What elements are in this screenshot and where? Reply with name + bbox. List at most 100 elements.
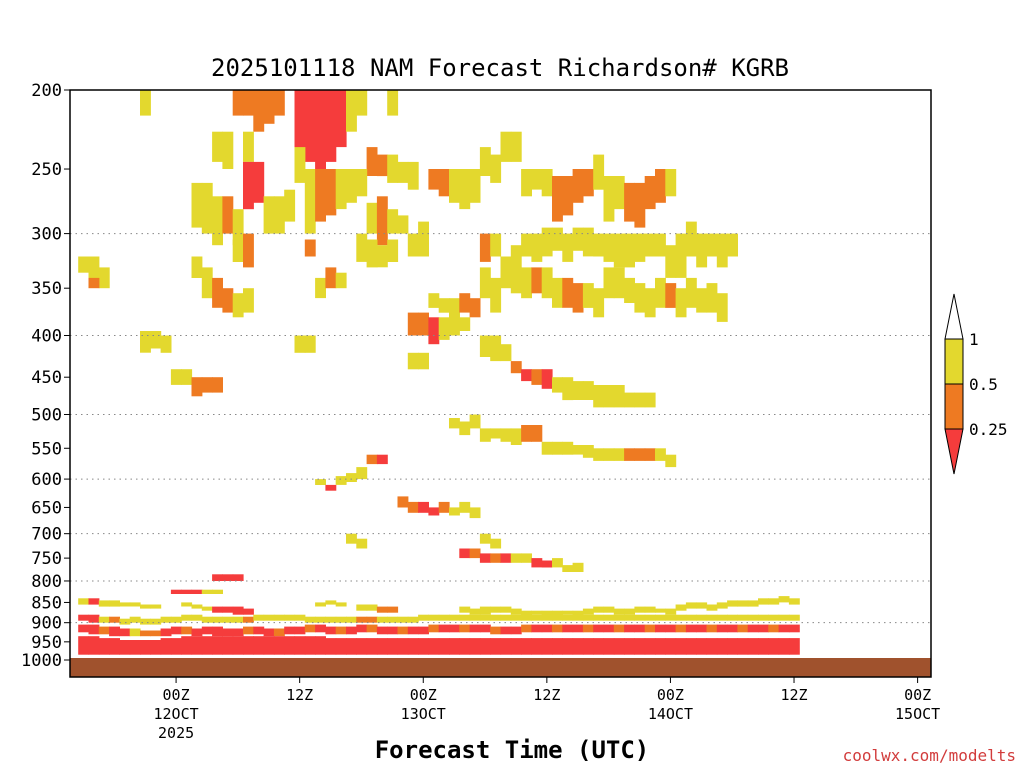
heatmap-cell — [747, 614, 759, 621]
heatmap-cell — [273, 636, 285, 655]
heatmap-cell — [624, 638, 635, 655]
heatmap-cell — [88, 256, 100, 278]
heatmap-cell — [552, 638, 563, 655]
heatmap-cell — [160, 616, 172, 623]
heatmap-cell — [696, 624, 708, 633]
heatmap-cell — [644, 176, 656, 210]
y-tick-label: 500 — [31, 406, 62, 426]
heatmap-cell — [675, 624, 687, 633]
heatmap-cell — [356, 169, 368, 197]
heatmap-cell — [500, 428, 512, 442]
heatmap-cell — [459, 501, 471, 513]
heatmap-cell — [140, 90, 151, 116]
heatmap-cell — [716, 638, 728, 655]
heatmap-cell — [685, 221, 697, 257]
heatmap-cell — [397, 215, 409, 234]
heatmap-cell — [541, 441, 553, 455]
heatmap-cell — [335, 638, 347, 655]
heatmap-cell — [500, 344, 512, 362]
heatmap-cell — [737, 600, 749, 607]
heatmap-cell — [346, 473, 357, 482]
heatmap-cell — [253, 626, 265, 635]
heatmap-cell — [376, 154, 388, 177]
heatmap-cell — [315, 636, 326, 655]
heatmap-cell — [418, 638, 429, 655]
x-tick-label: 12Z — [286, 686, 313, 704]
heatmap-cell — [366, 202, 378, 234]
heatmap-cell — [140, 618, 151, 625]
heatmap-cell — [109, 626, 120, 637]
heatmap-cell — [768, 638, 780, 655]
heatmap-cell — [243, 161, 254, 210]
heatmap-cell — [706, 604, 718, 611]
heatmap-cell — [469, 624, 481, 633]
heatmap-cell — [325, 626, 337, 635]
heatmap-cell — [655, 624, 666, 633]
heatmap-cell — [758, 614, 769, 621]
heatmap-cell — [201, 589, 213, 594]
heatmap-cell — [675, 233, 687, 278]
heatmap-cell — [387, 616, 399, 623]
heatmap-cell — [129, 640, 141, 655]
heatmap-cell — [510, 608, 522, 615]
heatmap-cell — [665, 638, 677, 655]
heatmap-cell — [562, 441, 574, 455]
heatmap-cell — [562, 277, 574, 308]
y-tick-label: 700 — [31, 525, 62, 545]
heatmap-cell — [685, 638, 697, 655]
heatmap-cell — [356, 638, 368, 655]
heatmap-cell — [582, 445, 594, 458]
legend-label: 0.5 — [969, 375, 998, 394]
heatmap-cell — [150, 640, 162, 655]
heatmap-cell — [655, 233, 666, 257]
x-axis-label: Forecast Time (UTC) — [375, 736, 650, 764]
heatmap-cell — [541, 560, 553, 568]
heatmap-cell — [541, 267, 553, 299]
heatmap-cell — [531, 624, 543, 633]
heatmap-cell — [387, 638, 399, 655]
heatmap-cell — [727, 233, 738, 257]
heatmap-cell — [304, 616, 316, 623]
heatmap-cell — [572, 624, 584, 633]
heatmap-cell — [706, 638, 718, 655]
y-tick-label: 850 — [31, 593, 62, 613]
heatmap-cell — [479, 606, 491, 615]
heatmap-cell — [98, 616, 110, 623]
heatmap-cell — [140, 630, 151, 637]
heatmap-cell — [716, 233, 728, 268]
heatmap-cell — [521, 624, 532, 633]
heatmap-cell — [212, 574, 223, 581]
heatmap-cell — [129, 602, 141, 607]
heatmap-cell — [758, 624, 769, 633]
heatmap-cell — [655, 638, 666, 655]
heatmap-cell — [315, 602, 326, 607]
heatmap-cell — [500, 614, 512, 621]
heatmap-cell — [232, 606, 244, 615]
heatmap-cell — [428, 317, 440, 345]
heatmap-cell — [479, 428, 491, 442]
heatmap-cell — [243, 608, 254, 615]
heatmap-cell — [438, 638, 450, 655]
heatmap-cell — [737, 614, 749, 621]
heatmap-cell — [428, 293, 440, 308]
heatmap-cell — [263, 614, 275, 621]
x-tick-label: 2025 — [158, 724, 194, 742]
heatmap-cell — [150, 618, 162, 625]
heatmap-cell — [696, 638, 708, 655]
heatmap-cell — [335, 476, 347, 485]
heatmap-cell — [510, 131, 522, 162]
heatmap-cell — [98, 626, 110, 635]
heatmap-cell — [521, 267, 532, 299]
heatmap-cell — [624, 182, 635, 222]
heatmap-cell — [716, 602, 728, 609]
heatmap-cell — [438, 317, 450, 340]
heatmap-cell — [438, 298, 450, 313]
heatmap-cell — [376, 196, 388, 246]
heatmap-cell — [624, 608, 635, 615]
heatmap-cell — [459, 614, 471, 621]
heatmap-cell — [356, 624, 368, 633]
heatmap-cell — [212, 589, 223, 594]
heatmap-cell — [778, 624, 790, 633]
heatmap-cell — [469, 548, 481, 559]
heatmap-cell — [758, 638, 769, 655]
